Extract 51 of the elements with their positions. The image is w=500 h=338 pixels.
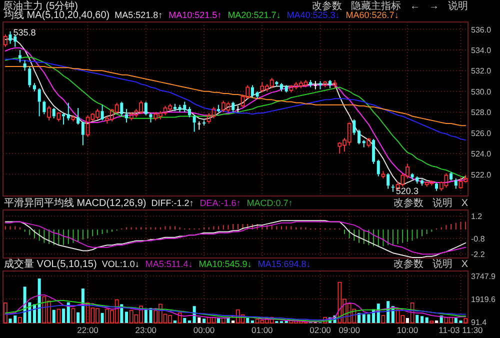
text: → <box>429 1 439 12</box>
legend-title: 成交量 VOL(5,10,15) <box>4 258 97 270</box>
text: 说明 <box>448 0 468 12</box>
annotation: 520.3 <box>396 186 418 196</box>
x-tick-label: 11-03 11:30 <box>438 325 484 335</box>
series-label: MACD:0.7↑ <box>246 198 293 208</box>
x-tick-label: 09:00 <box>338 325 360 335</box>
annotation: 535.8 <box>13 27 36 38</box>
text: 说明 <box>432 197 452 209</box>
text: MA10:521.5↑ <box>168 10 222 20</box>
y-tick-label: 91.4 <box>471 318 488 327</box>
y-tick-label: 522.0 <box>471 170 492 180</box>
text: MA10:545.9↓ <box>198 259 252 269</box>
y-tick-label: 536.0 <box>471 25 492 34</box>
text: 隐藏主指标 <box>351 0 401 12</box>
y-tick-label: 532.0 <box>471 66 492 76</box>
x-tick-label: 10:00 <box>396 325 418 335</box>
x-tick-label: 23:00 <box>135 325 157 335</box>
legend-title: 均线 MA(5,10,20,40,60) <box>3 9 110 21</box>
y-tick-label: 3747.9 <box>471 272 496 282</box>
chart-title: 原油主力 (5分钟) <box>3 0 78 12</box>
text: MA5:511.4↓ <box>145 259 193 269</box>
text: 改参数 <box>393 197 424 209</box>
text: X <box>461 259 468 270</box>
text: X <box>461 198 468 209</box>
x-tick-label: 22:00 <box>77 325 99 335</box>
text: VOL:1.0↓ <box>102 259 140 269</box>
y-tick-label: 1.2 <box>471 212 483 222</box>
y-tick-label: -2.2 <box>471 250 486 260</box>
text: MA5:521.8↑ <box>114 10 163 20</box>
text: 改参数 <box>312 0 342 12</box>
text: MA15:694.8↓ <box>258 259 311 269</box>
x-tick-label: 01:00 <box>252 325 274 335</box>
y-tick-label: 1919.6 <box>471 294 496 304</box>
text: MA60:526.7↓ <box>346 10 399 20</box>
text: ← <box>410 1 420 12</box>
y-tick-label: -0.8 <box>471 234 486 244</box>
y-tick-label: 524.0 <box>471 150 492 159</box>
x-tick-label: 00:00 <box>193 325 215 335</box>
y-tick-label: 534.0 <box>471 46 492 55</box>
y-tick-label: 526.0 <box>471 128 492 138</box>
text: 改参数 <box>393 258 424 270</box>
text: DIFF:-1.2↑ <box>151 198 194 208</box>
text: DEA:-1.6↑ <box>200 198 241 208</box>
legend-title: 平滑异同平均线 MACD(12,26,9) <box>4 197 146 209</box>
x-tick-label: 02:00 <box>310 325 332 335</box>
y-tick-label: 530.0 <box>471 87 492 96</box>
text: 说明 <box>432 258 452 270</box>
text: MA20:521.7↓ <box>228 10 281 20</box>
text: MA40:525.3↓ <box>286 10 340 20</box>
y-tick-label: 528.0 <box>471 108 492 118</box>
